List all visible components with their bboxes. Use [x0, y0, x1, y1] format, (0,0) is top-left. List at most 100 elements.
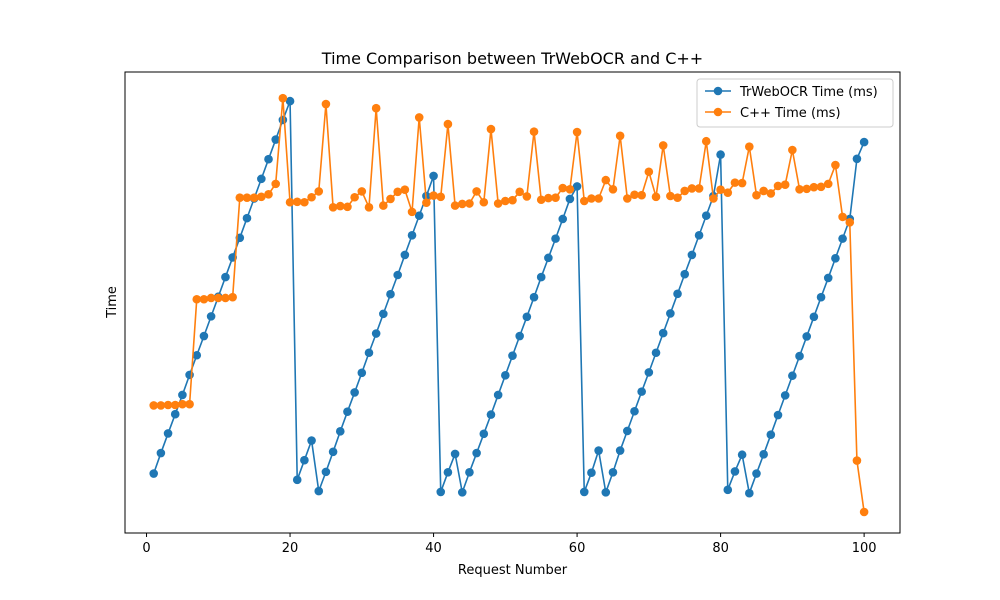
data-point [544, 253, 553, 263]
data-point [192, 350, 202, 360]
data-point [673, 289, 682, 299]
data-point [242, 213, 252, 223]
data-point [185, 399, 194, 409]
data-point [666, 309, 675, 318]
data-point [658, 141, 668, 150]
data-point [759, 450, 768, 459]
data-point [393, 187, 402, 197]
data-point [221, 272, 230, 282]
data-point [465, 467, 474, 477]
data-point [730, 467, 740, 476]
data-point [845, 218, 855, 227]
data-point [637, 387, 646, 396]
data-point [859, 137, 869, 147]
data-point [701, 136, 711, 146]
data-point [170, 409, 180, 419]
data-point [278, 115, 288, 125]
data-point [199, 331, 209, 341]
data-point [852, 456, 862, 465]
data-point [644, 167, 654, 177]
data-point [709, 194, 718, 203]
data-point [371, 103, 381, 113]
data-point [300, 455, 309, 465]
data-point [271, 179, 280, 189]
data-point [493, 390, 503, 400]
data-point [386, 289, 395, 299]
data-point [335, 201, 345, 211]
data-point [328, 202, 338, 212]
data-point [809, 312, 819, 322]
data-point [407, 207, 417, 217]
legend-marker [713, 86, 723, 96]
data-point [400, 185, 410, 195]
x-tick-label: 40 [425, 541, 442, 556]
data-point [816, 182, 826, 192]
chart-title: Time Comparison between TrWebOCR and C++ [321, 49, 703, 68]
data-point [379, 309, 388, 319]
data-point [630, 406, 639, 416]
data-point [321, 99, 331, 109]
data-point [780, 391, 790, 400]
data-point [558, 183, 568, 193]
data-point [307, 192, 316, 202]
data-point [623, 426, 632, 436]
data-point [565, 194, 575, 204]
data-point [321, 467, 331, 477]
series-line [153, 97, 865, 513]
x-tick-label: 60 [569, 541, 586, 556]
data-point [508, 351, 517, 360]
data-point [522, 312, 532, 322]
data-point [257, 192, 266, 202]
data-point [285, 197, 295, 207]
x-axis-label: Request Number [458, 563, 568, 578]
data-point [608, 185, 618, 194]
data-point [314, 187, 324, 196]
data-point [393, 270, 402, 280]
data-point [838, 234, 847, 243]
data-point [501, 371, 510, 380]
data-point [422, 198, 431, 207]
data-point [730, 178, 740, 187]
data-point [515, 331, 524, 341]
data-point [759, 186, 768, 196]
data-point [831, 253, 840, 263]
data-point [264, 190, 273, 199]
data-point [465, 199, 474, 208]
data-point [450, 201, 460, 210]
data-point [371, 329, 381, 338]
data-point [436, 192, 446, 202]
data-point [651, 348, 661, 358]
data-point [565, 185, 575, 194]
data-point [386, 194, 395, 204]
data-point [651, 192, 661, 202]
data-point [630, 190, 639, 200]
legend-box [696, 78, 894, 128]
data-point [795, 185, 804, 194]
data-point [737, 450, 747, 460]
data-point [350, 192, 359, 202]
legend: TrWebOCR Time (ms) C++ Time (ms) [696, 78, 894, 128]
data-point [687, 184, 697, 193]
data-point [745, 142, 754, 151]
data-point [400, 250, 410, 260]
data-point [271, 135, 280, 144]
data-point [264, 154, 273, 164]
data-point [515, 187, 524, 197]
data-point [572, 127, 582, 137]
y-axis-label: Time [105, 286, 120, 319]
data-point [472, 448, 481, 458]
data-point [192, 294, 202, 304]
plot-frame [124, 71, 901, 534]
data-point [572, 182, 582, 191]
data-point [859, 507, 869, 517]
legend-marker [713, 107, 723, 117]
data-point [809, 182, 819, 192]
data-point [213, 293, 223, 303]
data-point [414, 113, 424, 122]
data-point [479, 197, 489, 207]
data-point [178, 390, 187, 400]
data-point [852, 154, 862, 164]
data-point [285, 96, 295, 106]
data-point [615, 131, 625, 141]
data-point [501, 196, 510, 206]
